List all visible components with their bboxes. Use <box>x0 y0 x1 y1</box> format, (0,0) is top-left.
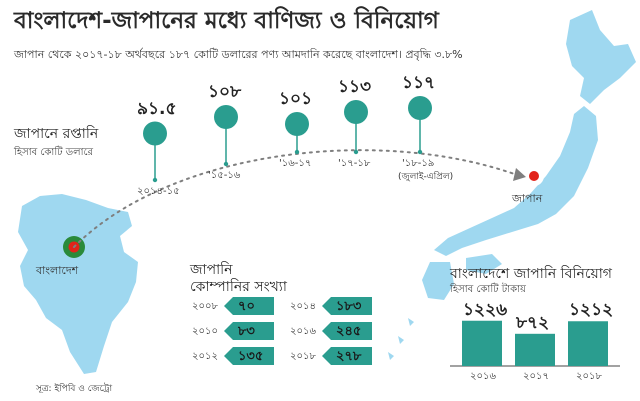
company-count-tag <box>322 297 372 315</box>
export-value-label: ১১৭ <box>402 73 436 93</box>
company-count-value: ১৮৩ <box>336 299 362 314</box>
export-stem-dot <box>353 149 359 155</box>
trade-route-arc <box>73 149 521 248</box>
export-value-label: ১১৩ <box>338 77 372 97</box>
export-year-label: ২০১৪-১৫ <box>137 186 180 197</box>
export-point <box>344 100 368 124</box>
source-note: সূত্র: ইপিবি ও জেট্রো <box>36 384 113 394</box>
investment-value-label: ৮৭২ <box>516 312 550 333</box>
company-count-tag <box>224 322 274 340</box>
company-count-tag <box>322 322 372 340</box>
investment-bar <box>568 321 608 366</box>
companies-subtitle: কোম্পানির সংখ্যা <box>190 279 287 295</box>
export-title: জাপানে রপ্তানি <box>14 126 99 142</box>
investment-year-label: ২০১৭ <box>523 371 549 382</box>
export-year-label: '১৭-১৮ <box>338 158 371 169</box>
japan-hokkaido <box>566 10 636 104</box>
export-subtitle: হিসাব কোটি ডলারে <box>14 147 94 158</box>
investment-title: বাংলাদেশে জাপানি বিনিয়োগ <box>450 266 612 282</box>
export-point <box>408 96 432 120</box>
japan-honshu <box>434 106 598 256</box>
japan-shikoku <box>466 254 502 274</box>
export-stem-dot <box>417 149 423 155</box>
investment-value-label: ১২২৬ <box>463 299 508 320</box>
company-count-value: ৮৩ <box>238 324 255 339</box>
export-point <box>143 121 167 146</box>
investment-year-label: ২০১৮ <box>576 371 602 382</box>
trade-route-arrowhead <box>513 168 526 181</box>
company-year-label: ২০০৮ <box>192 301 218 312</box>
japan-ryukyu <box>388 318 414 360</box>
company-count-value: ১৩৫ <box>238 349 264 364</box>
investment-year-label: ২০১৬ <box>470 371 496 382</box>
bangladesh-map <box>18 194 138 374</box>
company-count-value: ২৪৫ <box>336 324 362 339</box>
company-count-tag <box>322 347 372 365</box>
japan-kyushu <box>422 262 454 300</box>
companies-title: জাপানি <box>190 262 233 278</box>
export-point <box>285 112 309 136</box>
export-point <box>214 105 238 129</box>
investment-subtitle: হিসাব কোটি টাকায় <box>450 284 526 295</box>
export-value-label: ৯১.৫ <box>137 98 177 119</box>
export-year-note: (জুলাই-এপ্রিল) <box>398 172 454 182</box>
company-count-value: ৭০ <box>238 299 255 314</box>
export-stem-dot <box>223 161 229 167</box>
page-title: বাংলাদেশ-জাপানের মধ্যে বাণিজ্য ও বিনিয়ো… <box>14 8 439 34</box>
export-year-label: '১৮-১৯ <box>402 158 435 169</box>
export-year-label: '১৫-১৬ <box>208 170 241 181</box>
investment-bar <box>515 333 555 366</box>
export-year-label: '১৬-১৭ <box>279 158 312 169</box>
japan-flag-dot <box>529 171 539 181</box>
company-year-label: ২০১২ <box>192 351 218 362</box>
export-stem-dot <box>294 149 300 155</box>
export-value-label: ১০১ <box>279 89 313 109</box>
bangladesh-label: বাংলাদেশ <box>36 264 79 277</box>
export-value-label: ১০৮ <box>208 82 242 102</box>
company-count-tag <box>224 347 274 365</box>
company-count-tag <box>224 297 274 315</box>
company-count-value: ২৭৮ <box>336 349 362 364</box>
company-year-label: ২০১০ <box>192 326 218 337</box>
investment-bar <box>462 320 502 366</box>
company-year-label: ২০১৮ <box>290 351 316 362</box>
investment-value-label: ১২১২ <box>569 300 614 321</box>
company-year-label: ২০১৬ <box>290 326 316 337</box>
page-subtitle: জাপান থেকে ২০১৭-১৮ অর্থবছরে ১৮৭ কোটি ডলা… <box>14 48 463 61</box>
company-year-label: ২০১৪ <box>290 301 316 312</box>
japan-label: জাপান <box>512 192 543 205</box>
export-stem-dot <box>152 177 158 183</box>
